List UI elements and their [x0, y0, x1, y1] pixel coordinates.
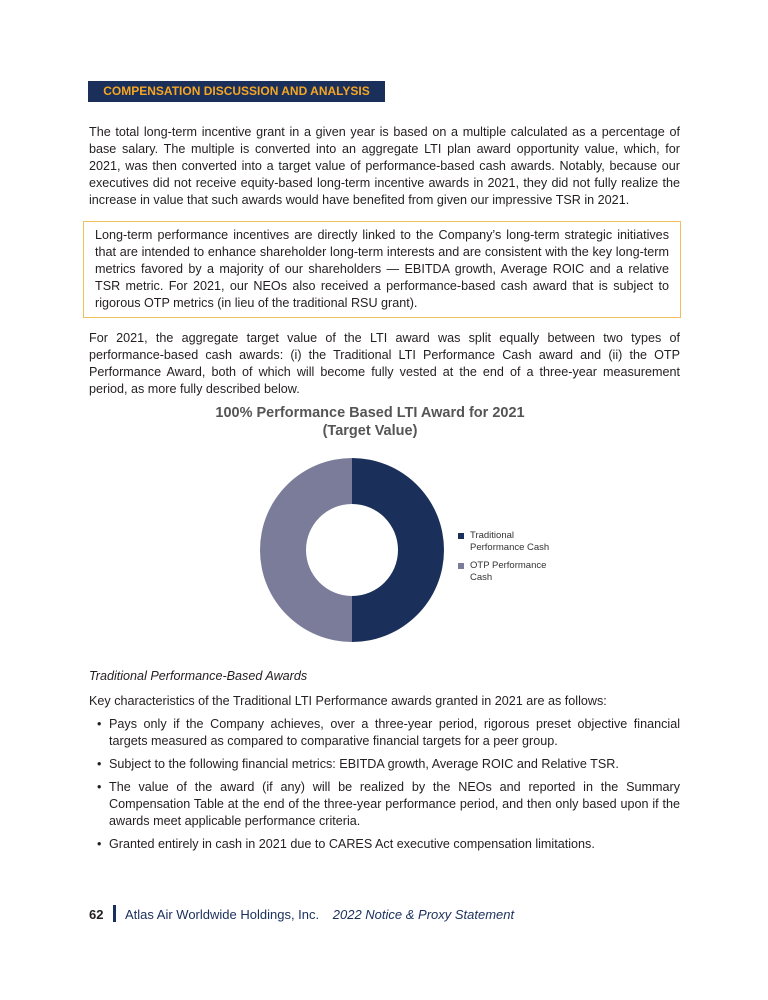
- callout: Long-term performance incentives are dir…: [83, 221, 681, 318]
- company: Atlas Air Worldwide Holdings, Inc.: [125, 907, 320, 922]
- bullet: Granted entirely in cash in 2021 due to …: [89, 836, 680, 853]
- chart-subtitle: (Target Value): [323, 423, 418, 439]
- subheading: Traditional Performance-Based Awards: [89, 669, 308, 683]
- legend-swatch: [458, 533, 464, 539]
- bullet: Pays only if the Company achieves, over …: [89, 716, 680, 750]
- bullet: The value of the award (if any) will be …: [89, 779, 680, 830]
- section-header: COMPENSATION DISCUSSION AND ANALYSIS: [88, 81, 385, 102]
- legend: Traditional Performance Cash OTP Performa…: [458, 530, 560, 590]
- legend-swatch: [458, 563, 464, 569]
- paragraph: For 2021, the aggregate target value of …: [89, 331, 680, 396]
- donut-slice: [352, 458, 444, 642]
- donut-slice: [260, 458, 352, 642]
- chart: 100% Performance Based LTI Award for 202…: [215, 405, 525, 642]
- legend-label: Traditional Performance Cash: [470, 530, 550, 553]
- footer: 62 Atlas Air Worldwide Holdings, Inc. 20…: [89, 905, 514, 924]
- page-number: 62: [89, 907, 104, 922]
- paragraph: The total long-term incentive grant in a…: [89, 125, 680, 207]
- legend-item: Traditional Performance Cash: [458, 530, 560, 554]
- legend-item: OTP Performance Cash: [458, 560, 560, 584]
- document-title: 2022 Notice & Proxy Statement: [332, 907, 515, 922]
- footer-bar: [113, 905, 117, 922]
- bullet: Subject to the following financial metri…: [89, 756, 680, 773]
- legend-label: OTP Performance Cash: [470, 560, 547, 583]
- bullet-list: Pays only if the Company achieves, over …: [89, 716, 680, 859]
- paragraph: Key characteristics of the Traditional L…: [89, 694, 607, 708]
- chart-title: 100% Performance Based LTI Award for 202…: [215, 405, 524, 421]
